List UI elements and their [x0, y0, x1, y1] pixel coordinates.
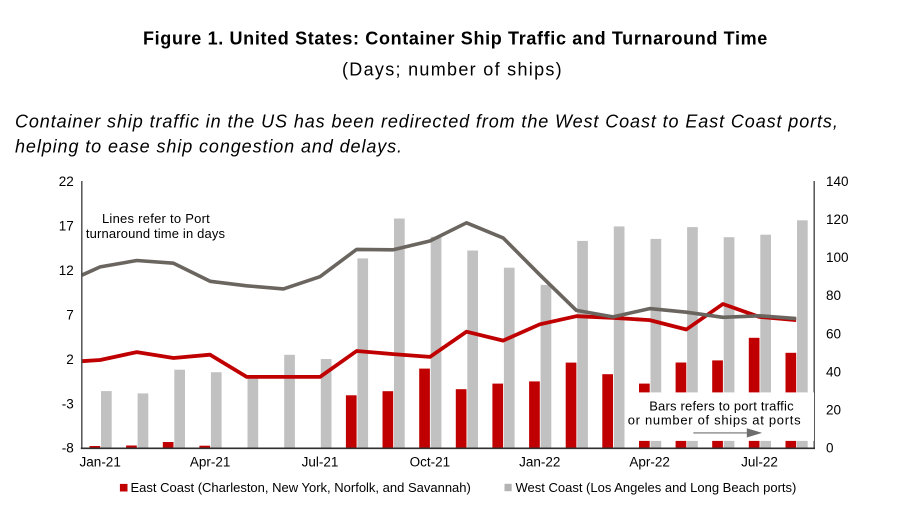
svg-text:Jan-21: Jan-21 — [80, 455, 121, 470]
svg-text:East Coast (Charleston, New Yo: East Coast (Charleston, New York, Norfol… — [131, 480, 471, 495]
svg-text:40: 40 — [826, 364, 841, 379]
svg-text:Oct-21: Oct-21 — [410, 455, 451, 470]
svg-text:(Days; number of ships): (Days; number of ships) — [342, 59, 563, 79]
svg-text:140: 140 — [826, 174, 849, 189]
svg-text:0: 0 — [826, 441, 834, 456]
svg-text:17: 17 — [59, 219, 74, 234]
svg-text:Jul-21: Jul-21 — [302, 455, 339, 470]
svg-text:Bars refers to port traffic: Bars refers to port traffic — [649, 398, 794, 413]
svg-text:turnaround time in days: turnaround time in days — [86, 226, 226, 241]
svg-text:-3: -3 — [62, 396, 74, 411]
svg-text:Figure 1. United States: Conta: Figure 1. United States: Container Ship … — [143, 28, 768, 48]
svg-text:helping to ease ship congestio: helping to ease ship congestion and dela… — [15, 137, 403, 157]
svg-text:or number of ships at ports: or number of ships at ports — [628, 413, 802, 428]
svg-text:West Coast (Los Angeles and Lo: West Coast (Los Angeles and Long Beach p… — [516, 480, 797, 495]
svg-text:Jan-22: Jan-22 — [519, 455, 560, 470]
svg-text:Lines refer to Port: Lines refer to Port — [102, 211, 210, 226]
svg-text:80: 80 — [826, 288, 841, 303]
svg-text:Apr-21: Apr-21 — [190, 455, 231, 470]
svg-text:22: 22 — [59, 174, 74, 189]
svg-text:Jul-22: Jul-22 — [741, 455, 778, 470]
svg-text:20: 20 — [826, 402, 841, 417]
svg-text:7: 7 — [66, 307, 74, 322]
svg-text:120: 120 — [826, 212, 849, 227]
svg-text:Container ship traffic in the: Container ship traffic in the US has bee… — [15, 112, 839, 132]
svg-text:12: 12 — [59, 263, 74, 278]
svg-text:2: 2 — [66, 352, 74, 367]
svg-text:60: 60 — [826, 326, 841, 341]
svg-text:Apr-22: Apr-22 — [629, 455, 670, 470]
svg-text:100: 100 — [826, 250, 849, 265]
svg-text:-8: -8 — [62, 441, 74, 456]
